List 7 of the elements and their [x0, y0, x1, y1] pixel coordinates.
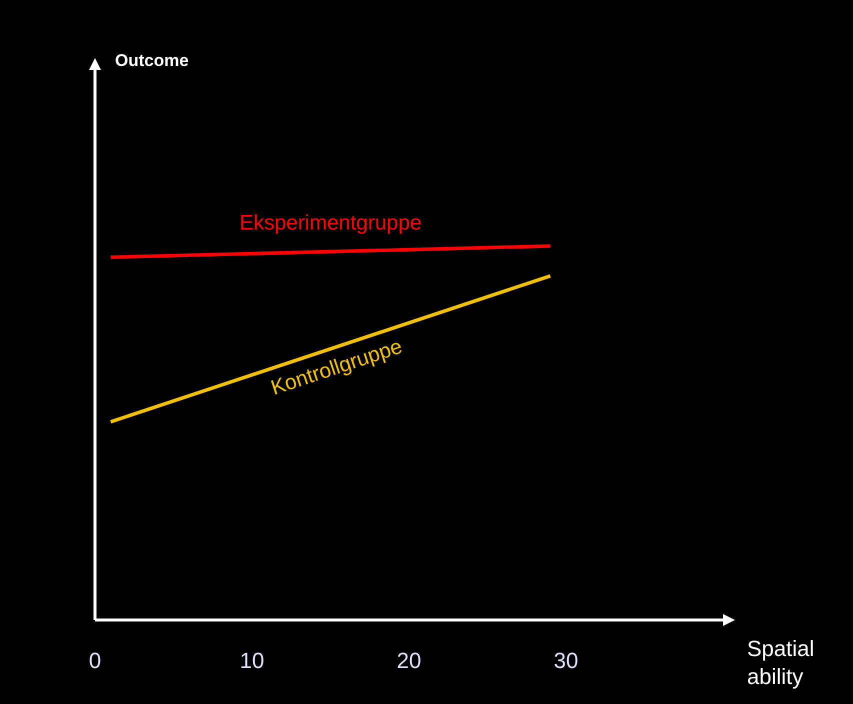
text: Outcome: [115, 51, 189, 70]
x-tick-label: 0: [88, 648, 102, 673]
series-label: Eksperimentgruppe: [239, 212, 422, 235]
x-tick-label: 20: [396, 648, 422, 673]
x-tick-label: 10: [240, 648, 264, 673]
x-tick-label: 30: [554, 648, 578, 673]
x-axis-title: Spatial ability: [747, 636, 814, 689]
